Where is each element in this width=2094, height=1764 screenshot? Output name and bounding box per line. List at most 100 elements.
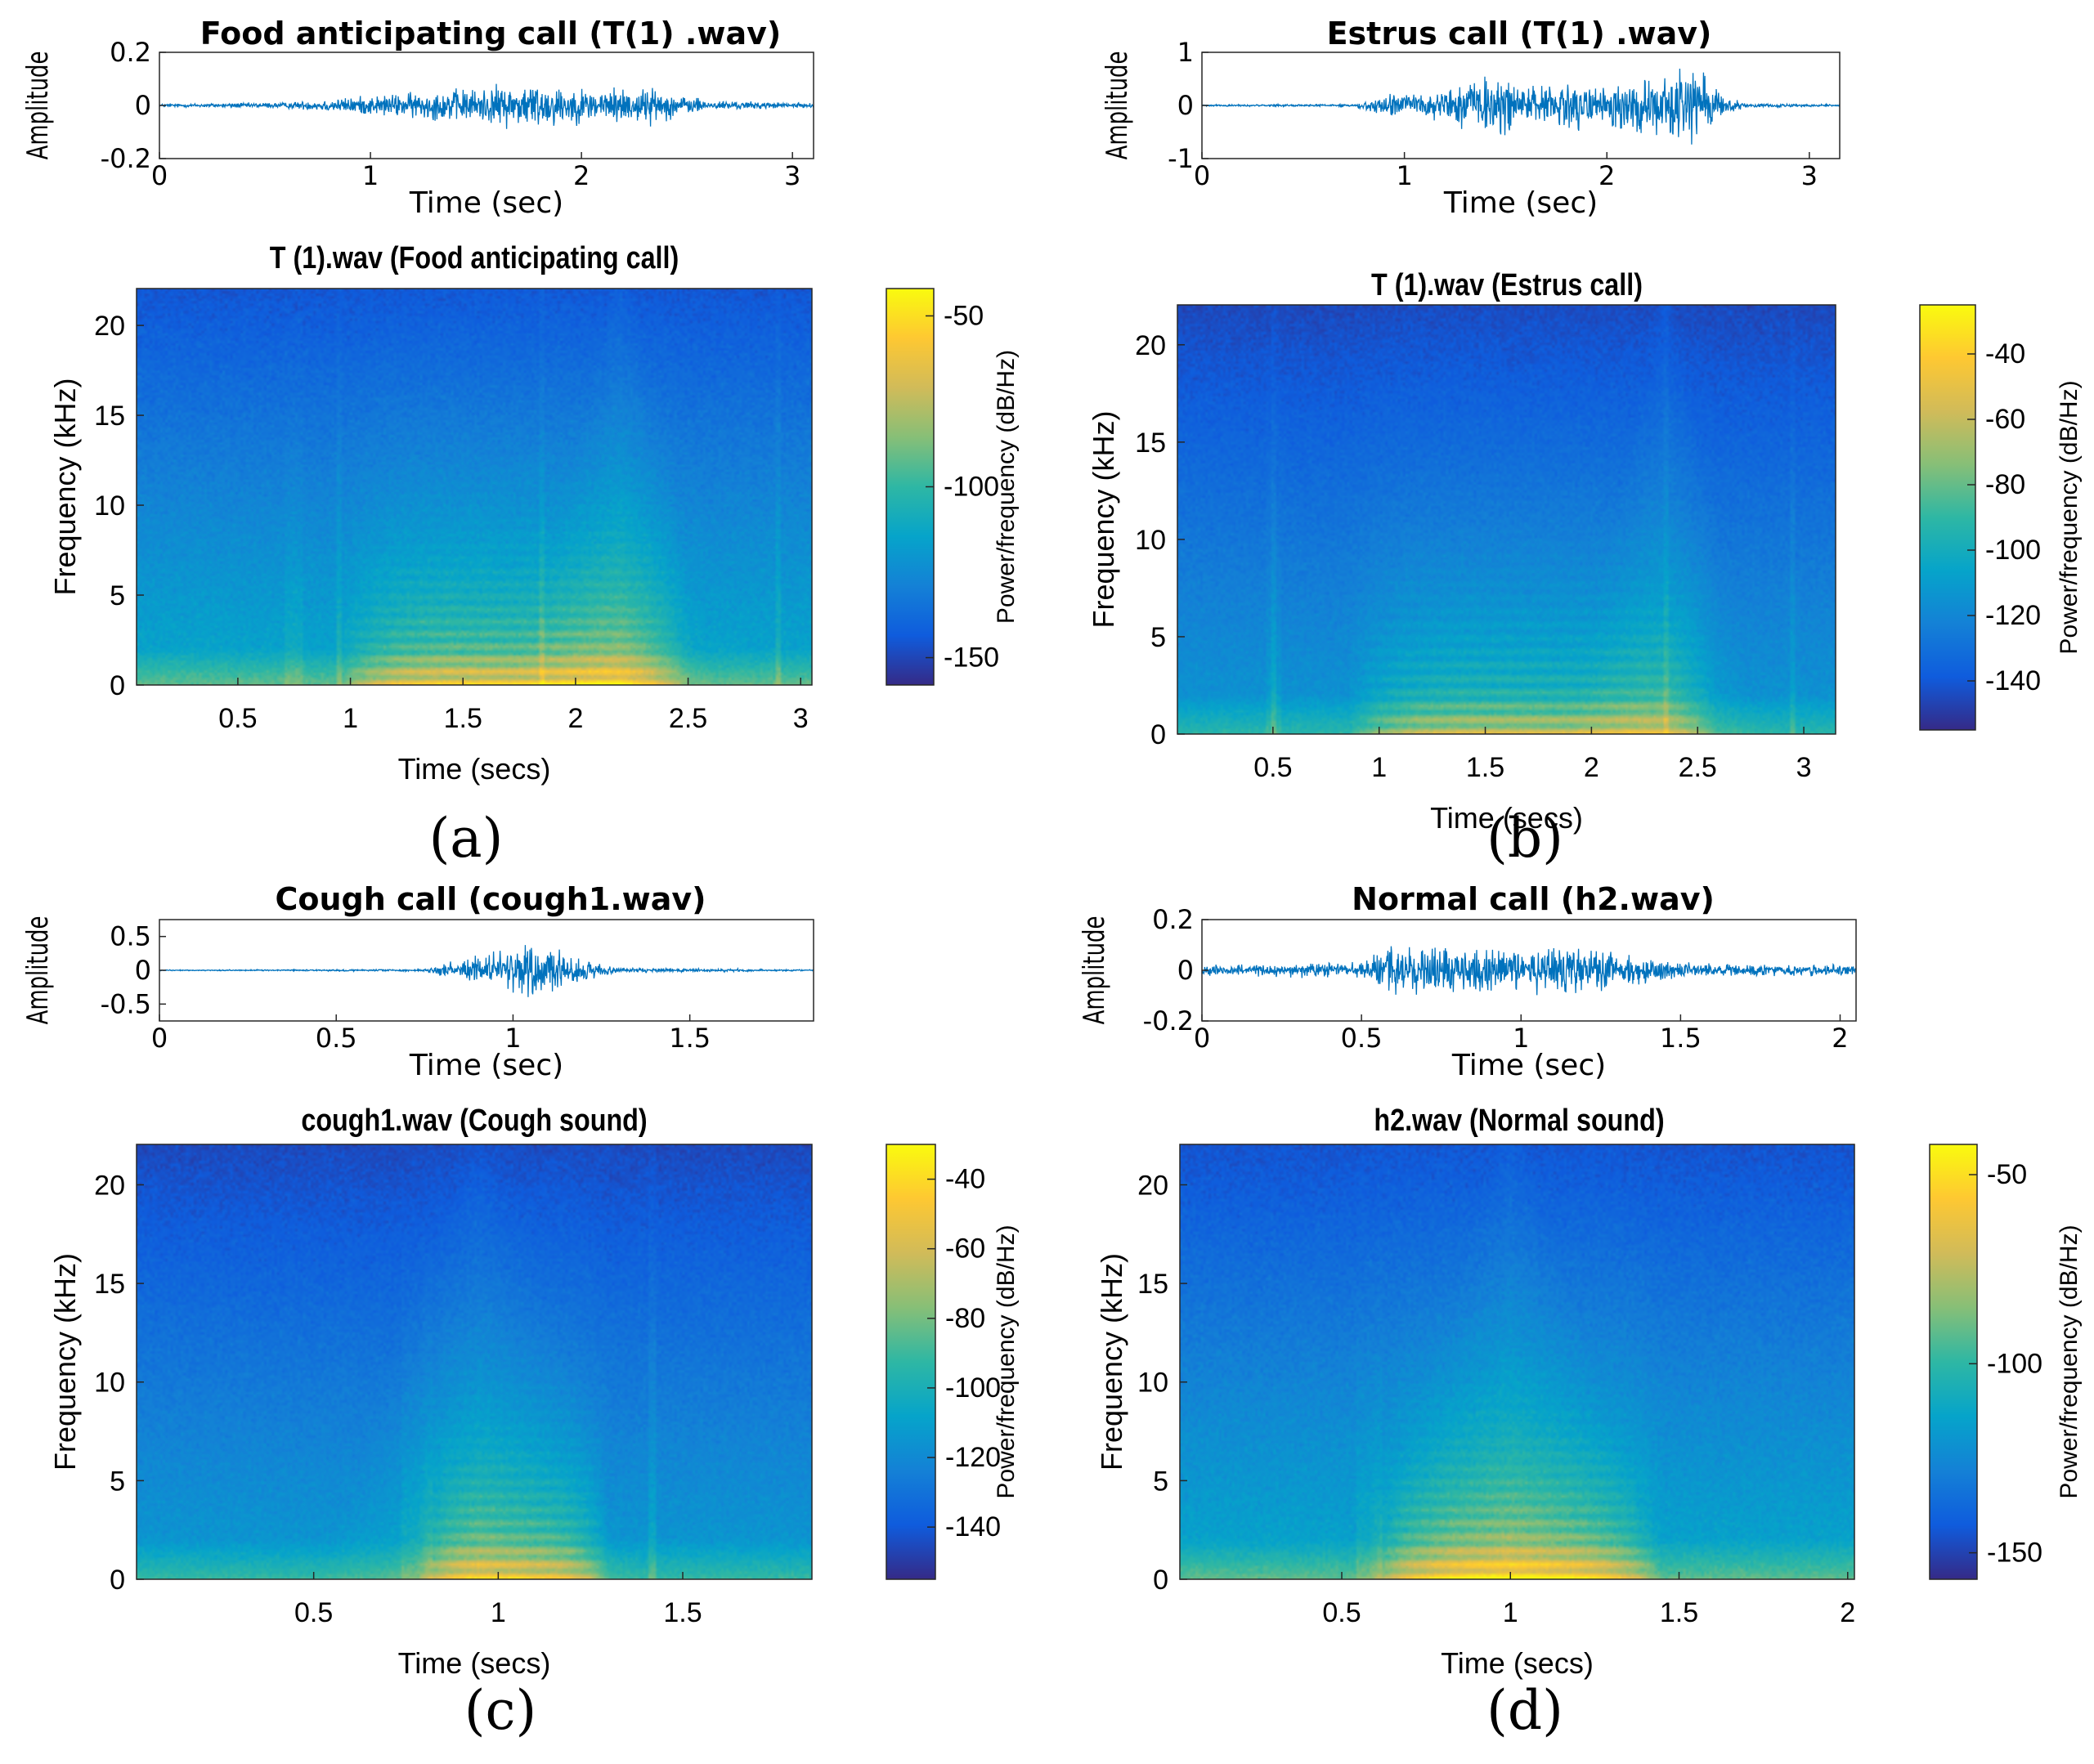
spectrogram-xtick-label: 1: [1503, 1597, 1518, 1628]
colorbar-tick-label: -40: [945, 1164, 985, 1195]
panel-a: Food anticipating call (T(1) .wav) 0 1 2 3 -0…: [21, 16, 1020, 870]
spectrogram-xtick-label: 2: [1584, 752, 1599, 783]
waveform-ytick-label: -0.2: [101, 143, 151, 174]
colorbar-gradient: [1929, 1144, 1978, 1580]
waveform-xtick-label: 1.5: [669, 1023, 711, 1054]
waveform-xtick-label: 0: [151, 1023, 168, 1054]
waveform-title: Food anticipating call (T(1) .wav): [200, 16, 781, 51]
spectrogram-xtick-label: 1: [343, 703, 358, 734]
colorbar-tick-label: -80: [945, 1303, 985, 1334]
waveform-series: [1201, 946, 1856, 996]
waveform-series: [159, 83, 814, 129]
spectrogram-xtick-label: 0.5: [294, 1597, 333, 1628]
spectrogram-xtick-label: 3: [1796, 752, 1812, 783]
colorbar-label: Power/frequency (dB/Hz): [993, 350, 1020, 624]
spectrogram-plot: T (1).wav (Estrus call) 0.5 1 1.5 2 2.5 3 0 5 10 1…: [1087, 268, 1836, 835]
waveform-xtick-label: 2: [1832, 1023, 1848, 1054]
spectrogram-ylabel: Frequency (kHz): [48, 1253, 82, 1471]
panel-label: (b): [1486, 807, 1563, 870]
spectrogram-xtick-label: 1: [1371, 752, 1387, 783]
colorbar-gradient: [1919, 304, 1976, 731]
colorbar: -140 -120 -100 -80 -60 -40 Power/frequency (dB…: [1919, 304, 2083, 731]
colorbar-tick-label: -140: [1985, 665, 2041, 696]
spectrogram-ytick-label: 0: [1150, 719, 1166, 750]
spectrogram-ytick-label: 20: [1135, 330, 1166, 361]
waveform-plot: Food anticipating call (T(1) .wav) 0 1 2 3 -0…: [21, 16, 814, 220]
colorbar-tick-label: -50: [944, 300, 984, 331]
waveform-ytick-label: -0.2: [1143, 1005, 1194, 1036]
waveform-plot: Normal call (h2.wav)0 0.5 1 1.5 2-0.200.2Tim…: [1078, 881, 1857, 1082]
spectrogram-xtick-label: 1.5: [444, 703, 482, 734]
waveform-ylabel: Amplitude: [1078, 916, 1111, 1025]
spectrogram-axes-frame: [1177, 304, 1836, 735]
spectrogram-ylabel: Frequency (kHz): [48, 378, 82, 595]
spectrogram-heatmap: [1177, 305, 1836, 734]
spectrogram-xtick-label: 3: [793, 703, 809, 734]
waveform-ylabel: Amplitude: [1101, 51, 1134, 160]
panel-c: Cough call (cough1.wav)0 0.5 1 1.5-0.500.5T…: [21, 881, 1020, 1742]
spectrogram-xtick-label: 1.5: [1660, 1597, 1698, 1628]
spectrogram-xlabel: Time (secs): [1430, 801, 1583, 835]
waveform-xtick-label: 2: [1599, 160, 1615, 191]
waveform-ytick-label: -0.5: [101, 988, 151, 1019]
colorbar: -140 -120 -100 -80 -60 -40 Power/frequency (dB…: [886, 1144, 1020, 1580]
waveform-xtick-label: 1: [1513, 1023, 1529, 1054]
spectrogram-ytick-label: 5: [1150, 622, 1166, 653]
spectrogram-ytick-label: 15: [1135, 428, 1166, 459]
spectrogram-axes-frame: [136, 288, 813, 686]
spectrogram-title: T (1).wav (Estrus call): [1371, 268, 1643, 302]
spectrogram-xtick-label: 0.5: [1322, 1597, 1361, 1628]
colorbar-tick-label: -40: [1985, 338, 2025, 369]
spectrogram-xtick-label: 0.5: [1253, 752, 1292, 783]
spectrogram-xtick-label: 2.5: [669, 703, 707, 734]
spectrogram-heatmap: [1180, 1144, 1854, 1579]
spectrogram-xlabel: Time (secs): [398, 752, 551, 786]
waveform-ylabel: Amplitude: [21, 51, 55, 160]
spectrogram-xtick-label: 2.5: [1679, 752, 1717, 783]
spectrogram-xtick-label: 1.5: [1466, 752, 1504, 783]
panel-label: (a): [429, 807, 504, 870]
spectrogram-ytick-label: 5: [110, 580, 125, 611]
spectrogram-plot: T (1).wav (Food anticipating call) 0.5 1 1.…: [48, 241, 813, 786]
spectrogram-ytick-label: 15: [94, 1269, 125, 1300]
colorbar-label: Power/frequency (dB/Hz): [2056, 1225, 2083, 1498]
panel-label: (d): [1486, 1679, 1563, 1742]
spectrogram-heatmap: [137, 1144, 812, 1579]
waveform-plot: Cough call (cough1.wav)0 0.5 1 1.5-0.500.5T…: [21, 881, 814, 1082]
spectrogram-xlabel: Time (secs): [1441, 1646, 1594, 1680]
spectrogram-ytick-label: 20: [1137, 1170, 1168, 1201]
waveform-ytick-label: 0: [1177, 955, 1194, 986]
waveform-title: Normal call (h2.wav): [1352, 881, 1715, 917]
spectrogram-xtick-label: 1: [491, 1597, 506, 1628]
waveform-xtick-label: 0: [1194, 160, 1210, 191]
colorbar: -150 -100 -50 Power/frequency (dB/Hz): [886, 288, 1020, 686]
waveform-ytick-label: -1: [1168, 143, 1194, 174]
waveform-xtick-label: 1: [362, 160, 379, 191]
spectrogram-xtick-label: 2: [1840, 1597, 1855, 1628]
spectrogram-ytick-label: 5: [110, 1466, 125, 1497]
spectrogram-ytick-label: 10: [94, 1368, 125, 1399]
waveform-ytick-label: 0: [135, 955, 151, 986]
spectrogram-title: cough1.wav (Cough sound): [301, 1104, 647, 1138]
spectrogram-ytick-label: 10: [94, 490, 125, 522]
waveform-ytick-label: 0: [135, 90, 151, 121]
colorbar-tick-label: -60: [1985, 404, 2025, 435]
colorbar-tick-label: -50: [1987, 1159, 2027, 1190]
waveform-xtick-label: 0.5: [1341, 1023, 1383, 1054]
colorbar-tick-label: -100: [945, 1372, 1001, 1404]
spectrogram-plot: cough1.wav (Cough sound) 0.5 1 1.5 0 5 10 15 20 T…: [48, 1104, 813, 1680]
colorbar-tick-label: -120: [1985, 600, 2041, 631]
spectrogram-xtick-label: 2: [567, 703, 583, 734]
spectrogram-ylabel: Frequency (kHz): [1087, 410, 1120, 628]
spectrogram-ytick-label: 0: [110, 670, 125, 701]
colorbar-gradient: [886, 1144, 936, 1580]
spectrogram-title: T (1).wav (Food anticipating call): [270, 241, 679, 275]
waveform-xtick-label: 1.5: [1660, 1023, 1702, 1054]
waveform-title: Estrus call (T(1) .wav): [1327, 16, 1712, 51]
colorbar-tick-label: -100: [944, 472, 999, 503]
spectrogram-xtick-label: 1.5: [663, 1597, 702, 1628]
spectrogram-plot: h2.wav (Normal sound)0.5 1 1.5 205101520Tim…: [1095, 1104, 1855, 1680]
waveform-ytick-label: 0.2: [1152, 904, 1194, 935]
